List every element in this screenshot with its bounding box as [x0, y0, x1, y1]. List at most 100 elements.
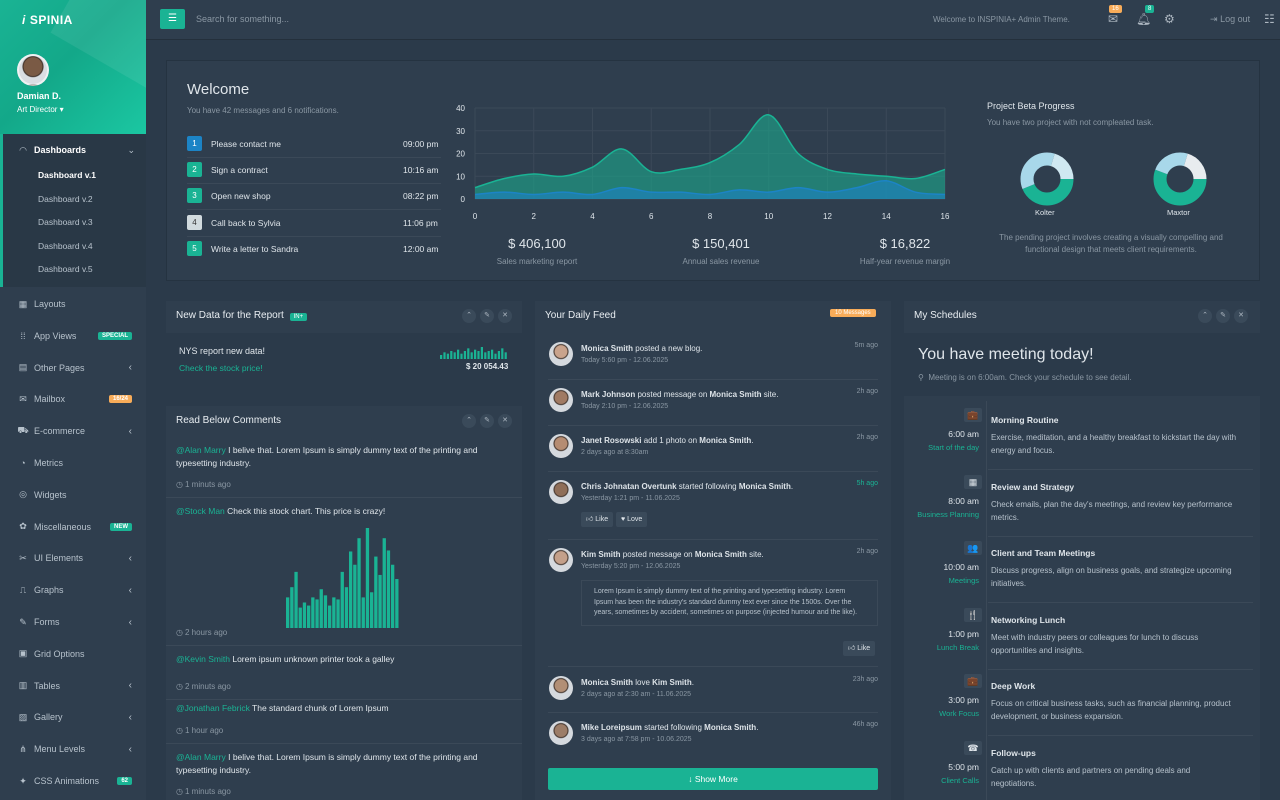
task-text[interactable]: Sign a contract: [211, 165, 268, 176]
sidebar-item-menu-levels[interactable]: ⋔ Menu Levels ‹: [0, 739, 146, 759]
task-text[interactable]: Call back to Sylvia: [211, 217, 281, 228]
comment-author[interactable]: @Alan Marry: [176, 752, 226, 762]
close-icon[interactable]: ✕: [498, 414, 512, 428]
sidebar-item-gallery[interactable]: ▨ Gallery ‹: [0, 707, 146, 727]
timeline-line: [986, 401, 987, 800]
feed-target-link[interactable]: Monica Smith: [699, 436, 752, 445]
chevron-left-icon: ‹: [128, 584, 132, 596]
collapse-icon[interactable]: ⌃: [462, 414, 476, 428]
feed-user-link[interactable]: Monica Smith: [581, 344, 634, 353]
like-button[interactable]: 👍︎ Like: [581, 512, 614, 527]
wrench-icon[interactable]: ✎: [480, 414, 494, 428]
sidebar-item-dashboards[interactable]: ◠ Dashboards ⌄: [3, 140, 146, 160]
love-button[interactable]: ♥ Love: [616, 512, 648, 527]
search-input[interactable]: Search for something...: [196, 14, 290, 24]
sidebar-item-metrics[interactable]: ◔ Metrics: [0, 453, 146, 473]
avatar[interactable]: [549, 480, 573, 504]
sidebar-item-ui-elements[interactable]: ✂ UI Elements ‹: [0, 548, 146, 568]
stock-bar: [391, 564, 395, 628]
sidebar-subitem-dashboard-v2[interactable]: Dashboard v.2: [38, 193, 93, 204]
collapse-icon[interactable]: ⌃: [462, 309, 476, 323]
avatar[interactable]: [549, 388, 573, 412]
comment-author[interactable]: @Alan Marry: [176, 445, 226, 455]
welcome-subtitle: You have 42 messages and 6 notifications…: [187, 106, 339, 115]
menu-toggle-button[interactable]: ☰: [160, 9, 185, 29]
sidebar-subitem-dashboard-v3[interactable]: Dashboard v.3: [38, 217, 93, 227]
schedule-event-title[interactable]: Follow-ups: [991, 748, 1036, 758]
avatar[interactable]: [549, 721, 573, 745]
schedule-event-title[interactable]: Networking Lunch: [991, 614, 1066, 625]
feed-user-link[interactable]: Mike Loreipsum: [581, 723, 642, 732]
sidebar-item-forms[interactable]: ✎ Forms ‹: [0, 612, 146, 632]
envelope-icon[interactable]: ✉: [1108, 12, 1119, 26]
sidebar-item-other-pages[interactable]: ▤ Other Pages ‹: [0, 358, 146, 378]
close-icon[interactable]: ✕: [498, 309, 512, 323]
sidebar-item-grid-options[interactable]: ▣ Grid Options: [0, 644, 146, 664]
task-text[interactable]: Open new shop: [211, 191, 271, 202]
metrics-icon: ◔: [20, 458, 26, 468]
wrench-icon[interactable]: ✎: [480, 309, 494, 323]
feed-user-link[interactable]: Monica Smith: [581, 678, 634, 687]
user-role-dropdown[interactable]: Art Director ▾: [17, 105, 64, 114]
stock-bar: [361, 597, 365, 628]
app-logo[interactable]: i SPINIA: [22, 13, 73, 27]
sidebar-item-graphs[interactable]: ⎍ Graphs ‹: [0, 580, 146, 600]
feed-target-link[interactable]: Monica Smith: [704, 723, 757, 732]
task-text[interactable]: Write a letter to Sandra: [211, 243, 299, 254]
sidebar-subitem-dashboard-v5[interactable]: Dashboard v.5: [38, 264, 93, 274]
chevron-left-icon: ‹: [128, 743, 132, 755]
feed-user-link[interactable]: Janet Rosowski: [581, 436, 642, 445]
sidebar-item-layouts[interactable]: ▦ Layouts: [0, 294, 146, 314]
feed-item-ago: 5h ago: [856, 480, 878, 487]
schedule-time: 1:00 pm: [948, 628, 979, 639]
sidebar-subitem-dashboard-v1[interactable]: Dashboard v.1: [38, 170, 96, 180]
heart-icon: ♥: [621, 516, 626, 523]
wrench-icon[interactable]: ✎: [1216, 309, 1230, 323]
avatar[interactable]: [549, 342, 573, 366]
stock-bar: [349, 551, 353, 628]
comment-author[interactable]: @Jonathan Febrick: [176, 703, 250, 713]
sidebar-item-app-views[interactable]: ⁞⁞ App Views SPECIAL: [0, 326, 146, 346]
feed-user-link[interactable]: Kim Smith: [581, 550, 621, 559]
schedule-icon: 💼: [964, 674, 982, 689]
avatar[interactable]: [549, 548, 573, 572]
sidebar-item-widgets[interactable]: ◎ Widgets: [0, 485, 146, 505]
like-button[interactable]: 👍︎ Like: [843, 641, 876, 656]
sidebar-item-css-animations[interactable]: ✦ CSS Animations 62: [0, 771, 146, 791]
avatar[interactable]: [549, 434, 573, 458]
task-text[interactable]: Please contact me: [211, 139, 281, 149]
show-more-button[interactable]: ↓ Show More: [548, 768, 878, 790]
logout-link[interactable]: ⇥ Log out: [1210, 14, 1251, 24]
avatar[interactable]: [17, 54, 49, 86]
sidebar-item-miscellaneous[interactable]: ✿ Miscellaneous NEW: [0, 517, 146, 537]
sidebar: i SPINIA Damian D. Art Director ▾ ◠ Dashb…: [0, 0, 146, 800]
comment-author[interactable]: @Kevin Smith: [176, 654, 230, 664]
comment-author[interactable]: @Stock Man: [176, 506, 225, 516]
donut-chart-maxtor: [1153, 152, 1207, 206]
schedule-event-title[interactable]: Client and Team Meetings: [991, 548, 1096, 559]
stock-bar: [395, 579, 399, 628]
feed-target-link[interactable]: Monica Smith: [694, 550, 747, 559]
feed-divider: [548, 666, 878, 667]
avatar[interactable]: [549, 676, 573, 700]
feed-target-link[interactable]: Monica Smith: [738, 482, 791, 491]
sidebar-subitem-dashboard-v4[interactable]: Dashboard v.4: [38, 240, 93, 251]
feed-target-link[interactable]: Kim Smith: [652, 678, 692, 687]
schedule-event-title[interactable]: Morning Routine: [991, 415, 1059, 425]
sidebar-item-e-commerce[interactable]: ⛟ E-commerce ‹: [0, 421, 146, 441]
schedule-event-title[interactable]: Review and Strategy: [991, 481, 1075, 492]
stock-price-link[interactable]: Check the stock price!: [179, 363, 263, 373]
feed-user-link[interactable]: Chris Johnatan Overtunk: [581, 482, 677, 491]
gear-icon[interactable]: ⚙: [1164, 12, 1175, 26]
bell-icon[interactable]: 🔔︎: [1136, 12, 1152, 26]
schedule-event-title[interactable]: Deep Work: [991, 681, 1036, 692]
collapse-icon[interactable]: ⌃: [1198, 309, 1212, 323]
sidebar-item-tables[interactable]: ▥ Tables ‹: [0, 676, 146, 696]
close-icon[interactable]: ✕: [1234, 309, 1248, 323]
grid-options-icon: ▣: [18, 648, 28, 659]
sidebar-item-mailbox[interactable]: ✉ Mailbox 16/24: [0, 389, 146, 409]
feed-target-link[interactable]: Monica Smith: [709, 390, 762, 399]
feed-user-link[interactable]: Mark Johnson: [581, 390, 636, 399]
sparkline-bar: [457, 349, 460, 359]
tasks-icon[interactable]: ☷: [1264, 12, 1275, 26]
